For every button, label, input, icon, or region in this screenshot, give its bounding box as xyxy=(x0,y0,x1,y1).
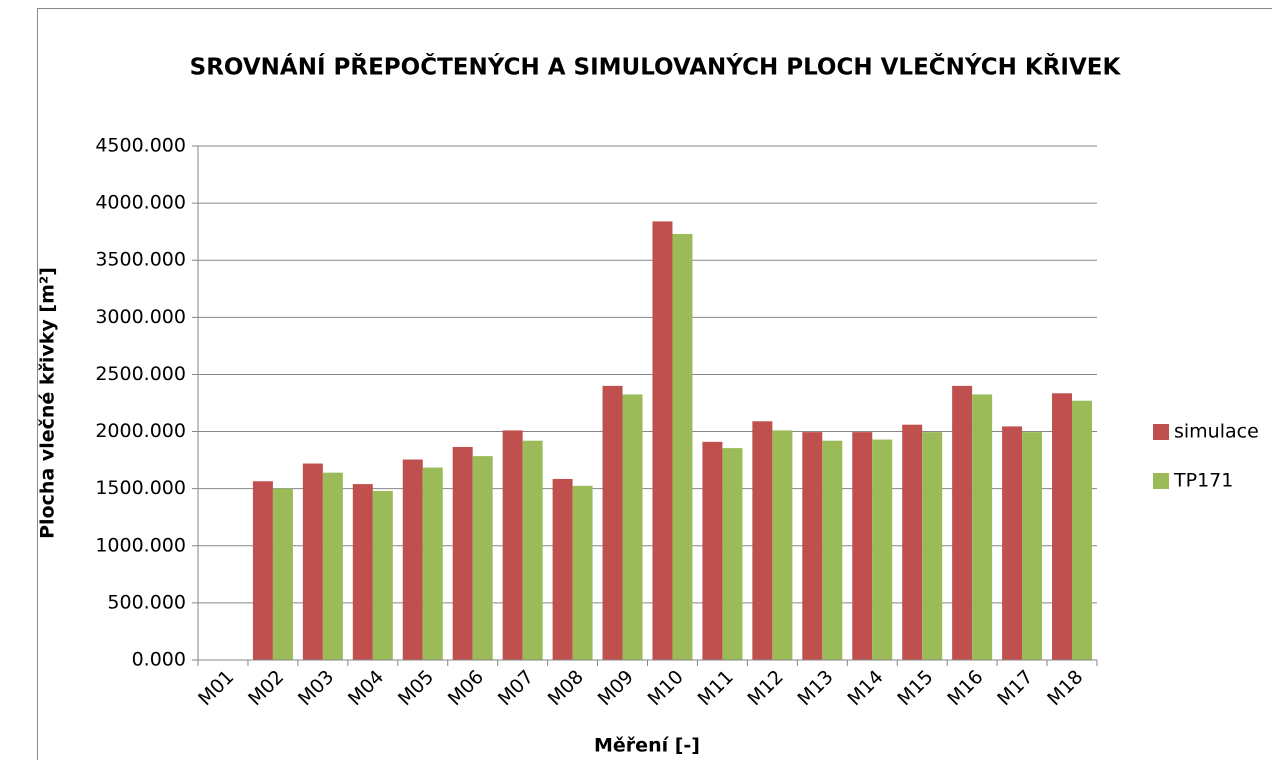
bar xyxy=(652,221,673,661)
bar xyxy=(522,440,543,660)
bar xyxy=(572,485,593,660)
bar xyxy=(372,490,393,660)
bar xyxy=(822,440,843,660)
bar xyxy=(322,472,343,660)
x-axis-title: Měření [-] xyxy=(594,735,700,757)
bar xyxy=(502,430,523,660)
bar xyxy=(872,439,893,660)
legend-swatch xyxy=(1153,473,1169,489)
y-tick-label: 3000.000 xyxy=(95,306,186,328)
y-tick-label: 2000.000 xyxy=(95,420,186,442)
bar xyxy=(722,448,743,660)
bar xyxy=(702,441,723,660)
legend-label: simulace xyxy=(1174,421,1259,443)
bar xyxy=(272,488,293,660)
bar xyxy=(552,478,573,660)
bar xyxy=(772,430,793,660)
bar xyxy=(422,467,443,660)
y-tick-label: 500.000 xyxy=(107,591,186,613)
bar xyxy=(452,446,473,660)
bar xyxy=(1072,400,1093,660)
y-tick-label: 2500.000 xyxy=(95,363,186,385)
y-tick-label: 1500.000 xyxy=(95,477,186,499)
legend-label: TP171 xyxy=(1173,470,1233,492)
chart-title: SROVNÁNÍ PŘEPOČTENÝCH A SIMULOVANÝCH PLO… xyxy=(190,53,1122,81)
bar xyxy=(952,385,973,660)
bar xyxy=(752,421,773,660)
bar xyxy=(672,233,693,660)
bar xyxy=(802,432,823,660)
bar xyxy=(252,481,273,660)
bar xyxy=(472,456,493,660)
legend-swatch xyxy=(1153,424,1169,440)
bar xyxy=(602,385,623,660)
bar xyxy=(402,459,423,660)
y-tick-label: 4000.000 xyxy=(95,192,186,214)
y-tick-label: 4500.000 xyxy=(95,135,186,157)
bar xyxy=(622,394,643,660)
bar xyxy=(852,432,873,660)
bar xyxy=(1002,426,1023,660)
bar xyxy=(302,463,323,660)
bar xyxy=(1022,432,1043,660)
y-tick-label: 0.000 xyxy=(132,649,186,671)
bar xyxy=(902,424,923,660)
y-tick-label: 3500.000 xyxy=(95,249,186,271)
y-tick-label: 1000.000 xyxy=(95,534,186,556)
bar xyxy=(1052,393,1073,660)
bar xyxy=(922,432,943,660)
y-axis-title: Plocha vlečné křivky [m²] xyxy=(37,267,59,539)
bar xyxy=(972,394,993,660)
bar xyxy=(352,484,373,660)
